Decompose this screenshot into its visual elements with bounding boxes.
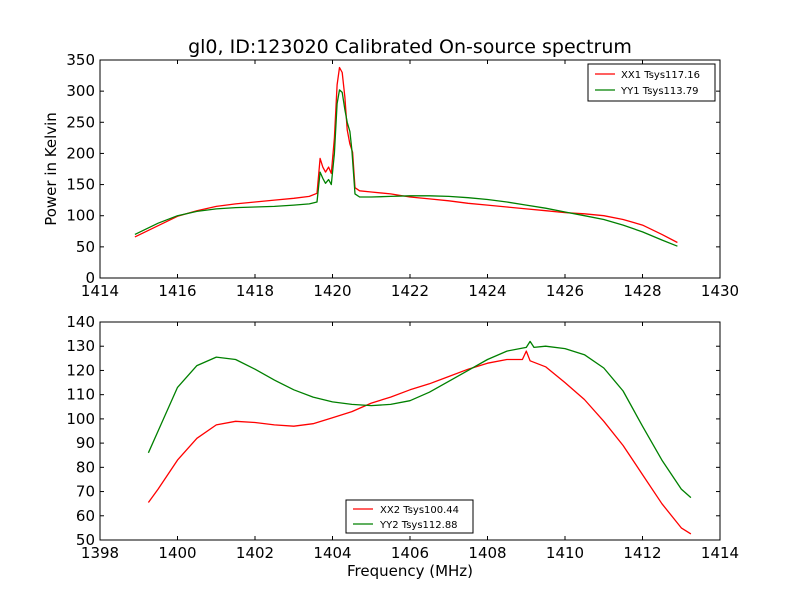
bottom-y-tick-label: 130 [66,337,95,355]
bottom-y-tick-label: 120 [66,361,95,379]
top-series-line-xx [134,66,678,244]
top-x-tick-label: 1426 [546,282,584,300]
bottom-x-tick-label: 1412 [623,544,661,562]
bottom-x-tick-label: 1414 [701,544,739,562]
top-x-tick-label: 1422 [391,282,429,300]
x-axis-label: Frequency (MHz) [347,562,473,580]
legend-label-xx2: XX2 Tsys100.44 [380,505,459,516]
top-y-tick-label: 250 [66,113,95,131]
top-x-tick-label: 1420 [313,282,351,300]
bottom-x-tick-label: 1408 [468,544,506,562]
top-y-tick-label: 50 [76,238,95,256]
top-series-group [134,66,678,247]
legend-label-yy2: YY2 Tsys112.88 [379,520,458,531]
bottom-series-line-yy [147,340,692,499]
bottom-x-ticks: 1398 1400 1402 1404 1406 1408 1410 1412 1414 [81,322,739,562]
top-y-tick-label: 350 [66,51,95,69]
top-y-tick-label: 100 [66,207,95,225]
bottom-legend: XX2 Tsys100.44 YY2 Tsys112.88 [345,499,474,534]
bottom-y-tick-label: 140 [66,313,95,331]
bottom-x-tick-label: 1398 [81,544,119,562]
top-y-tick-label: 300 [66,82,95,100]
top-y-axis-label: Power in Kelvin [42,112,60,226]
bottom-legend-box [345,499,474,534]
bottom-x-tick-label: 1406 [391,544,429,562]
top-legend: XX1 Tsys117.16 YY1 Tsys113.79 [587,63,716,102]
bottom-panel: 1398 1400 1402 1404 1406 1408 1410 1412 1414 50 6… [66,313,739,562]
bottom-series-line-xx [147,350,692,535]
top-panel: 1414 1416 1418 1420 1422 1424 1426 1428 1430 0 50… [42,51,739,300]
bottom-y-ticks: 50 60 70 80 90 100 110 120 130 140 [66,313,720,549]
legend-label-xx1: XX1 Tsys117.16 [621,70,700,81]
top-x-tick-label: 1416 [158,282,196,300]
top-x-tick-label: 1424 [468,282,506,300]
top-y-tick-label: 0 [85,269,95,287]
bottom-y-tick-label: 110 [66,386,95,404]
top-x-tick-label: 1414 [81,282,119,300]
bottom-series-group [147,340,692,535]
bottom-y-tick-label: 60 [76,507,95,525]
top-x-ticks: 1414 1416 1418 1420 1422 1424 1426 1428 1430 [81,60,739,300]
bottom-x-tick-label: 1402 [236,544,274,562]
bottom-x-tick-label: 1404 [313,544,351,562]
top-x-tick-label: 1428 [623,282,661,300]
bottom-x-tick-label: 1400 [158,544,196,562]
top-y-tick-label: 200 [66,144,95,162]
top-series-line-yy [134,89,678,247]
top-x-tick-label: 1418 [236,282,274,300]
bottom-y-tick-label: 100 [66,410,95,428]
top-y-tick-label: 150 [66,176,95,194]
bottom-y-tick-label: 50 [76,531,95,549]
bottom-y-tick-label: 70 [76,483,95,501]
bottom-y-tick-label: 90 [76,434,95,452]
top-x-tick-label: 1430 [701,282,739,300]
bottom-y-tick-label: 80 [76,458,95,476]
top-y-ticks: 0 50 100 150 200 250 300 350 [66,51,720,287]
top-legend-box [587,63,716,102]
chart-title: gl0, ID:123020 Calibrated On-source spec… [188,36,632,58]
bottom-x-tick-label: 1410 [546,544,584,562]
legend-label-yy1: YY1 Tsys113.79 [620,86,699,97]
